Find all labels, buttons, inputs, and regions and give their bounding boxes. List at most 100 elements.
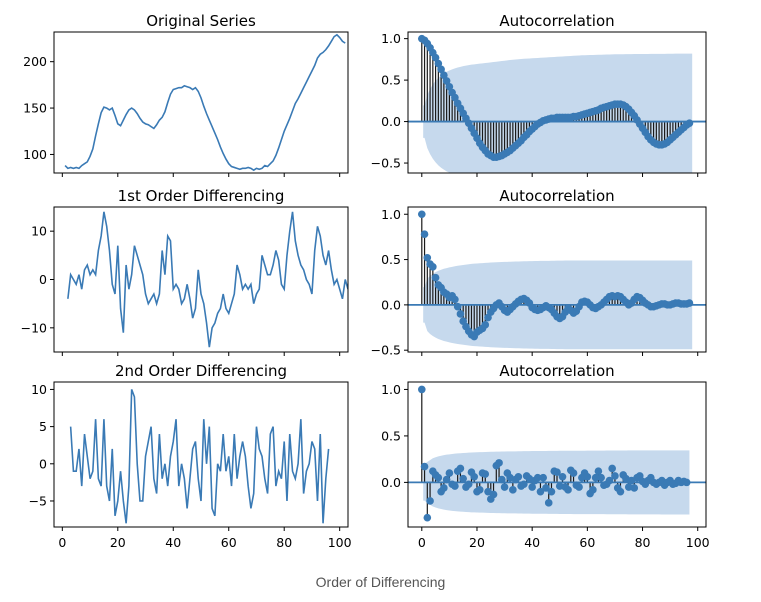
series-line (67, 211, 348, 348)
acf-point (553, 468, 561, 476)
y-tick-label: 1.0 (381, 31, 401, 46)
axes-frame (53, 381, 349, 528)
y-tick-label: −0.5 (371, 156, 401, 171)
acf-point (434, 473, 443, 482)
acf-point (417, 210, 426, 219)
acf-point (685, 299, 694, 307)
chart-title: Autocorrelation (499, 12, 614, 30)
acf-point (429, 263, 437, 271)
acf-point (500, 483, 509, 491)
y-tick-label: 0.5 (381, 252, 401, 267)
acf-point (539, 473, 548, 482)
chart-title: 1st Order Differencing (118, 187, 285, 205)
acf-point (481, 470, 490, 478)
figure-caption: Order of Differencing (315, 574, 446, 590)
acf-point (594, 467, 603, 476)
acf-point (509, 486, 517, 494)
acf-point (456, 310, 465, 318)
acf-point (597, 473, 605, 482)
acf-point (423, 253, 432, 262)
y-tick-label: 0.0 (381, 475, 401, 490)
y-tick-label: 1.0 (381, 382, 401, 397)
chart-panel-6: Autocorrelation 0.0 0.5 1.0 0 20 40 60 80 100 (381, 362, 710, 550)
x-tick-label: 100 (686, 535, 710, 550)
axes-frame (407, 206, 707, 353)
acf-point (470, 473, 479, 481)
acf-point (475, 486, 484, 494)
acf-point (558, 473, 567, 481)
axes-frame (53, 31, 349, 174)
acf-point (616, 487, 625, 496)
acf-point (431, 53, 440, 62)
chart-panel-1: Original Series 100 150 200 (23, 12, 349, 177)
acf-point (420, 462, 429, 471)
x-tick-label: 60 (579, 535, 595, 550)
acf-point (464, 480, 473, 489)
acf-point (437, 65, 445, 74)
axes-frame (407, 381, 707, 528)
plot-area (69, 389, 330, 524)
acf-point (442, 475, 451, 484)
acf-point (575, 483, 583, 491)
x-tick-label: 80 (276, 535, 292, 550)
y-tick-label: 0.0 (381, 297, 401, 312)
acf-point (440, 484, 448, 492)
chart-title: Autocorrelation (499, 187, 614, 205)
acf-point (459, 474, 467, 483)
chart-title: 2nd Order Differencing (115, 362, 287, 380)
acf-point (520, 480, 528, 489)
y-tick-label: 0.0 (381, 114, 401, 129)
x-tick-label: 0 (58, 535, 66, 550)
acf-point (442, 77, 451, 85)
acf-point (528, 483, 536, 491)
y-tick-label: 10 (31, 224, 47, 239)
acf-point (451, 295, 459, 304)
chart-title: Original Series (146, 12, 256, 30)
acf-point (456, 464, 465, 473)
chart-panel-3: 1st Order Differencing −10 0 10 (21, 187, 349, 356)
acf-point (445, 469, 454, 477)
acf-point (542, 484, 550, 492)
axes-frame (407, 31, 707, 174)
acf-point (591, 473, 600, 482)
acf-point (682, 478, 691, 487)
acf-point (431, 273, 440, 282)
acf-point (451, 93, 459, 102)
x-tick-label: 0 (418, 535, 426, 550)
acf-point (453, 302, 462, 311)
acf-point (420, 230, 429, 238)
acf-point (434, 59, 443, 68)
acf-point (547, 487, 556, 496)
x-tick-label: 40 (165, 535, 181, 550)
y-tick-label: −0.5 (371, 343, 401, 358)
acf-point (533, 473, 542, 482)
acf-point (630, 484, 639, 492)
plot-area (67, 211, 348, 348)
acf-point (498, 475, 506, 484)
plot-area (408, 210, 706, 350)
chart-title: Autocorrelation (499, 362, 614, 380)
x-tick-label: 100 (328, 535, 352, 550)
y-tick-label: 5 (39, 419, 47, 434)
acf-point (544, 499, 553, 507)
acf-point (426, 497, 434, 505)
chart-panel-4: Autocorrelation −0.5 0.0 0.5 1.0 (371, 187, 707, 358)
y-tick-label: 1.0 (381, 207, 401, 222)
y-tick-label: −10 (21, 320, 47, 335)
acf-point (440, 71, 448, 79)
x-tick-label: 20 (469, 535, 485, 550)
y-tick-label: 0.5 (381, 428, 401, 443)
acf-point (423, 513, 432, 522)
acf-point (445, 82, 454, 91)
y-tick-label: 0.5 (381, 73, 401, 88)
acf-point (417, 385, 426, 394)
axes-frame (53, 206, 349, 353)
acf-point (489, 490, 498, 499)
series-line (64, 33, 346, 172)
acf-point (583, 473, 592, 481)
x-tick-label: 80 (635, 535, 651, 550)
acf-point (589, 486, 597, 494)
y-tick-label: 0 (39, 272, 47, 287)
acf-point (451, 482, 459, 490)
